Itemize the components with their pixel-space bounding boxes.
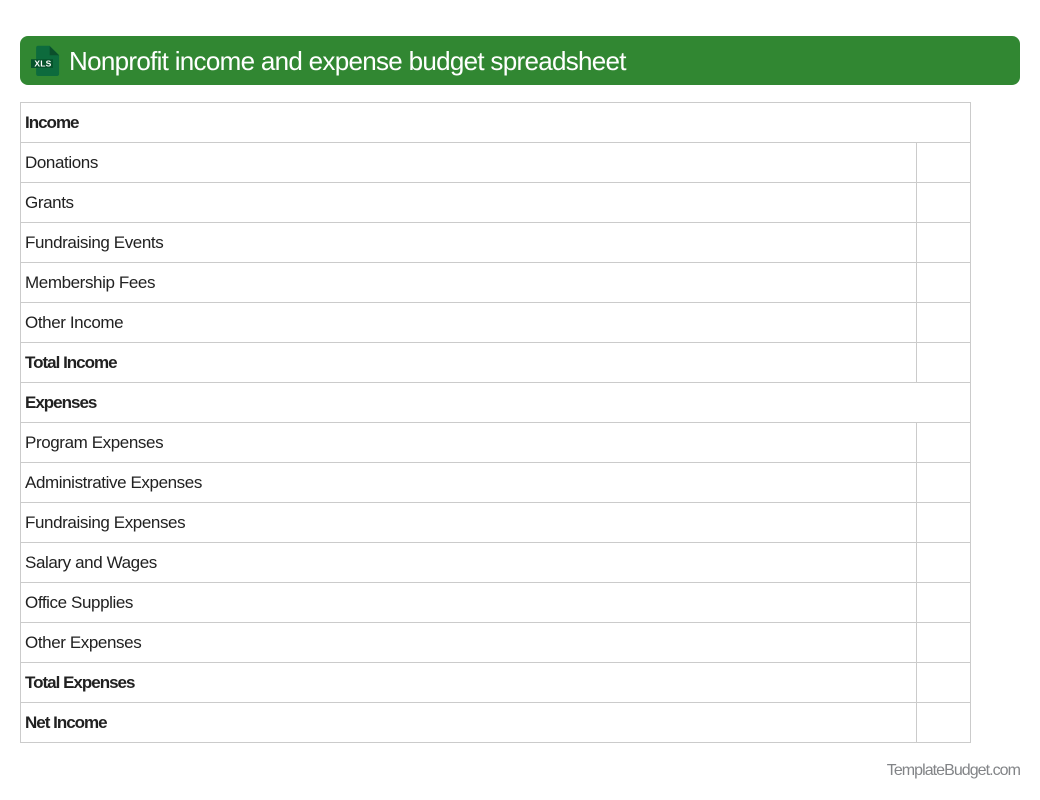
svg-text:XLS: XLS — [34, 58, 51, 68]
